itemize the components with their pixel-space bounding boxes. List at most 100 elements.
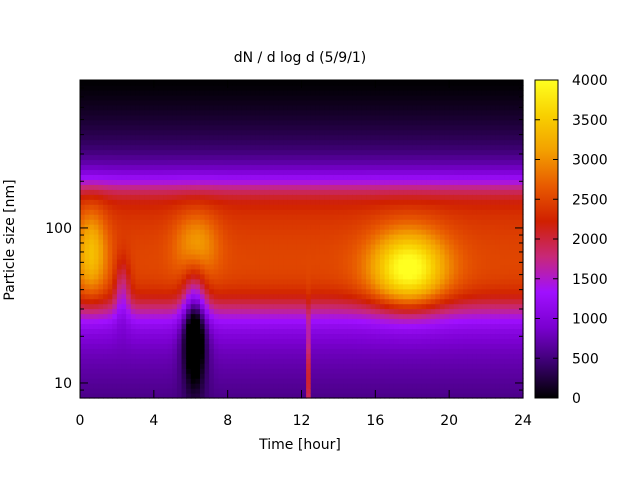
heatmap-cell [246, 273, 252, 280]
heatmap-cell [306, 189, 312, 195]
heatmap-cell [264, 313, 270, 320]
heatmap-cell [144, 209, 150, 215]
heatmap-cell [112, 358, 118, 364]
heatmap-cell [269, 293, 275, 300]
heatmap-cell [370, 124, 376, 131]
heatmap-cell [264, 333, 270, 339]
heatmap-cell [259, 104, 266, 111]
heatmap-cell [430, 253, 436, 260]
heatmap-cell [426, 239, 432, 245]
heatmap-cell [283, 169, 289, 176]
heatmap-cell [324, 169, 330, 176]
heatmap-cell [384, 234, 390, 240]
heatmap-cell [172, 159, 178, 166]
heatmap-cell [301, 154, 307, 161]
heatmap-cell [204, 343, 210, 349]
heatmap-cell [190, 194, 196, 200]
heatmap-cell [255, 239, 261, 245]
heatmap-cell [163, 363, 169, 369]
heatmap-cell [435, 199, 441, 205]
heatmap-cell [246, 288, 252, 295]
heatmap-cell [278, 184, 284, 190]
heatmap-cell [384, 243, 390, 250]
heatmap-cell [98, 129, 104, 136]
heatmap-cell [227, 89, 233, 96]
heatmap-cell [153, 343, 160, 349]
heatmap-cell [227, 164, 233, 171]
heatmap-cell [80, 149, 86, 156]
heatmap-cell [306, 308, 312, 315]
heatmap-cell [329, 194, 335, 200]
heatmap-cell [167, 263, 173, 270]
heatmap-cell [236, 164, 243, 171]
heatmap-cell [255, 119, 261, 126]
heatmap-cell [287, 308, 293, 315]
heatmap-cell [89, 99, 95, 106]
heatmap-cell [98, 239, 104, 245]
heatmap-cell [324, 114, 330, 121]
heatmap-cell [149, 298, 155, 305]
heatmap-cell [315, 99, 321, 106]
heatmap-cell [310, 149, 316, 156]
heatmap-cell [347, 318, 353, 325]
heatmap-cell [315, 338, 321, 344]
heatmap-cell [186, 383, 192, 389]
heatmap-cell [149, 393, 155, 399]
heatmap-cell [107, 149, 113, 156]
heatmap-cell [107, 368, 113, 374]
heatmap-cell [199, 89, 206, 96]
heatmap-cell [356, 248, 363, 255]
heatmap-cell [347, 343, 353, 349]
heatmap-cell [172, 94, 178, 101]
heatmap-cell [213, 229, 220, 235]
heatmap-cell [407, 363, 413, 369]
heatmap-cell [283, 333, 289, 339]
heatmap-cell [319, 84, 326, 91]
heatmap-cell [264, 84, 270, 91]
heatmap-cell [292, 313, 298, 320]
heatmap-cell [292, 214, 298, 220]
heatmap-cell [135, 248, 141, 255]
heatmap-cell [186, 313, 192, 320]
heatmap-cell [190, 263, 196, 270]
heatmap-cell [366, 114, 372, 121]
heatmap-cell [89, 268, 95, 275]
heatmap-cell [292, 363, 298, 369]
heatmap-cell [190, 204, 196, 210]
heatmap-cell [236, 219, 243, 225]
heatmap-cell [167, 298, 173, 305]
heatmap-cell [347, 358, 353, 364]
heatmap-cell [135, 119, 141, 126]
heatmap-cell [356, 393, 363, 399]
heatmap-cell [333, 194, 340, 200]
heatmap-cell [343, 393, 349, 399]
heatmap-cell [130, 243, 136, 250]
heatmap-cell [324, 268, 330, 275]
heatmap-cell [236, 358, 243, 364]
heatmap-cell [80, 303, 86, 310]
heatmap-cell [89, 278, 95, 285]
heatmap-cell [89, 383, 95, 389]
heatmap-cell [292, 283, 298, 290]
heatmap-cell [209, 154, 215, 161]
heatmap-cell [287, 258, 293, 265]
heatmap-cell [153, 229, 160, 235]
heatmap-cell [310, 214, 316, 220]
heatmap-cell [172, 109, 178, 116]
heatmap-cell [98, 383, 104, 389]
heatmap-cell [273, 104, 280, 111]
heatmap-cell [264, 373, 270, 379]
heatmap-cell [435, 368, 441, 374]
heatmap-cell [393, 368, 399, 374]
heatmap-cell [181, 149, 187, 156]
heatmap-cell [384, 189, 390, 195]
heatmap-cell [389, 219, 395, 225]
heatmap-cell [167, 248, 173, 255]
heatmap-cell [407, 114, 413, 121]
heatmap-cell [199, 174, 206, 180]
heatmap-cell [319, 159, 326, 166]
heatmap-cell [398, 109, 404, 116]
heatmap-cell [269, 139, 275, 146]
heatmap-cell [84, 373, 90, 379]
heatmap-cell [236, 368, 243, 374]
